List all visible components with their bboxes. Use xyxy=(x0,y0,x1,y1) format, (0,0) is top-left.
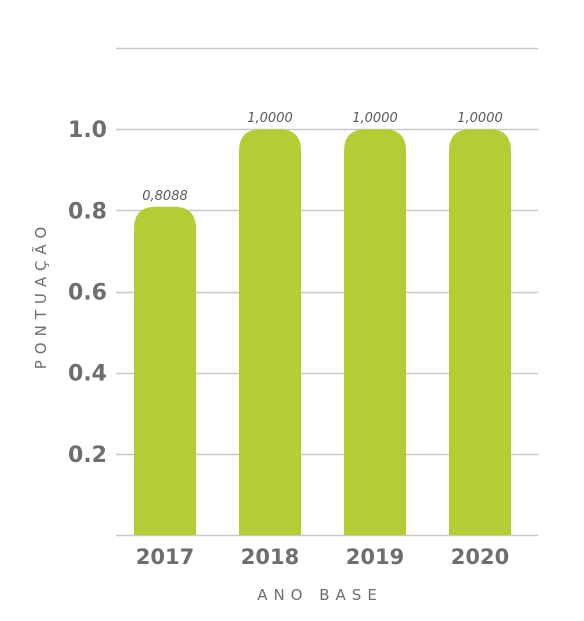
x-tick-label: 2017 xyxy=(136,545,194,569)
y-tick-label: 0.6 xyxy=(68,281,107,306)
bar xyxy=(344,129,406,535)
y-tick-label: 0.8 xyxy=(68,199,107,224)
bar xyxy=(239,129,301,535)
x-tick-label: 2020 xyxy=(451,545,509,569)
bars xyxy=(134,129,511,535)
data-label: 0,8088 xyxy=(142,189,188,204)
data-label: 1,0000 xyxy=(352,111,398,126)
data-label: 1,0000 xyxy=(457,111,503,126)
data-label: 1,0000 xyxy=(247,111,293,126)
data-labels: 0,8088 1,0000 1,0000 1,0000 xyxy=(142,111,503,204)
x-tick-label: 2018 xyxy=(241,545,299,569)
x-axis-title: ANO BASE xyxy=(257,586,383,604)
bar xyxy=(134,206,196,535)
x-tick-label: 2019 xyxy=(346,545,404,569)
y-tick-label: 0.2 xyxy=(68,443,107,468)
y-axis-title: PONTUAÇÃO xyxy=(31,221,50,370)
bar xyxy=(449,129,511,535)
x-axis-ticks: 2017 2018 2019 2020 xyxy=(136,545,509,569)
y-axis-ticks: 0.2 0.4 0.6 0.8 1.0 xyxy=(68,118,107,468)
y-tick-label: 1.0 xyxy=(68,118,107,143)
y-tick-label: 0.4 xyxy=(68,362,107,387)
